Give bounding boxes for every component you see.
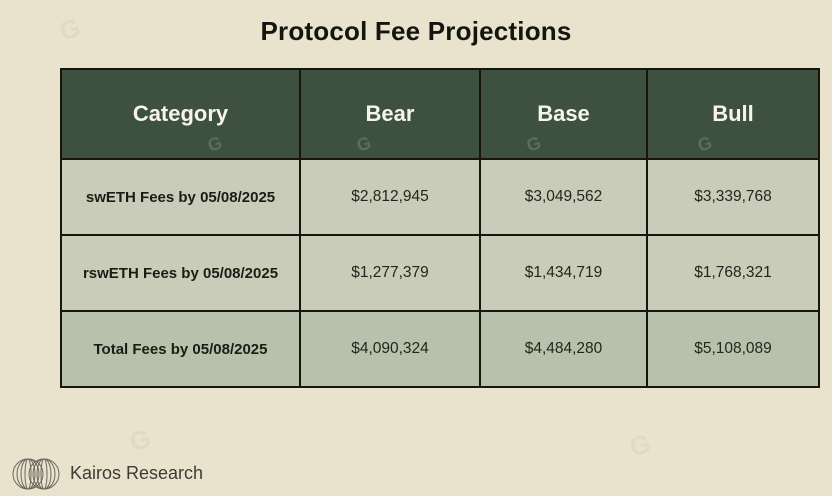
row-label-sweth-fees: swETH Fees by 05/08/2025: [60, 158, 301, 236]
column-header-category: Category: [60, 68, 301, 160]
row-label-rsweth-fees: rswETH Fees by 05/08/2025: [60, 234, 301, 312]
watermark: G: [125, 422, 155, 458]
page-title: Protocol Fee Projections: [260, 16, 572, 46]
table-row-rsweth-fees: rswETH Fees by 05/08/2025 $1,277,379 $1,…: [60, 234, 820, 312]
total-bull-value: $5,108,089: [646, 310, 820, 388]
column-header-bear: Bear: [299, 68, 481, 160]
rsweth-base-value: $1,434,719: [479, 234, 648, 312]
rsweth-bear-value: $1,277,379: [299, 234, 481, 312]
total-bear-value: $4,090,324: [299, 310, 481, 388]
row-label-total-fees: Total Fees by 05/08/2025: [60, 310, 301, 388]
sweth-bear-value: $2,812,945: [299, 158, 481, 236]
total-base-value: $4,484,280: [479, 310, 648, 388]
fee-projections-table: Category Bear Base Bull swETH Fees by 05…: [60, 68, 820, 388]
table-row-total-fees: Total Fees by 05/08/2025 $4,090,324 $4,4…: [60, 310, 820, 388]
sweth-base-value: $3,049,562: [479, 158, 648, 236]
column-header-base: Base: [479, 68, 648, 160]
column-header-bull: Bull: [646, 68, 820, 160]
watermark: G: [625, 427, 655, 463]
table-row-sweth-fees: swETH Fees by 05/08/2025 $2,812,945 $3,0…: [60, 158, 820, 236]
brand-name: Kairos Research: [70, 462, 204, 483]
rsweth-bull-value: $1,768,321: [646, 234, 820, 312]
sweth-bull-value: $3,339,768: [646, 158, 820, 236]
header-row: Category Bear Base Bull: [60, 68, 820, 160]
brand-footer: Kairos Research: [10, 454, 203, 492]
kairos-research-logo-icon: [12, 458, 60, 490]
